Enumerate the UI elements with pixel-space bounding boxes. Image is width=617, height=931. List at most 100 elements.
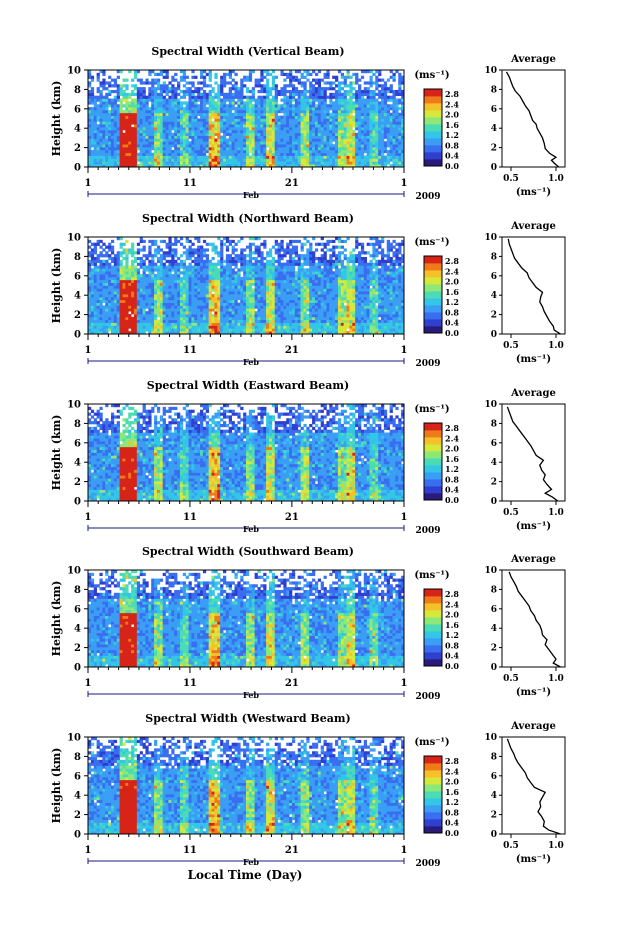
- heatmap-cell: [174, 101, 178, 105]
- heatmap-cell: [312, 112, 316, 116]
- heatmap-cell: [194, 311, 198, 315]
- heatmap-cell: [200, 87, 204, 91]
- heatmap-cell: [208, 288, 212, 292]
- heatmap-cell: [116, 268, 120, 272]
- heatmap-cell: [392, 164, 396, 168]
- heatmap-cell: [139, 314, 143, 318]
- heatmap-cell: [159, 285, 164, 289]
- heatmap-cell: [162, 265, 166, 269]
- heatmap-cell: [93, 124, 97, 128]
- heatmap-cell: [113, 316, 118, 321]
- heatmap-cell: [225, 127, 230, 131]
- heatmap-cell: [335, 144, 339, 148]
- heatmap-cell: [156, 155, 161, 159]
- heatmap-cell: [96, 147, 100, 151]
- heatmap-cell: [110, 305, 115, 309]
- heatmap-cell: [381, 129, 385, 134]
- heatmap-cell: [289, 81, 293, 85]
- heatmap-cell: [154, 302, 158, 306]
- heatmap-cell: [366, 158, 370, 162]
- heatmap-cell: [154, 161, 158, 165]
- heatmap-cell: [145, 316, 149, 321]
- heatmap-cell: [260, 70, 264, 74]
- heatmap-cell: [105, 288, 109, 292]
- heatmap-cell: [122, 305, 126, 309]
- heatmap-cell: [231, 98, 235, 102]
- heatmap-cell: [303, 118, 307, 122]
- heatmap-cell: [303, 84, 307, 88]
- heatmap-cell: [165, 254, 169, 258]
- heatmap-cell: [105, 118, 109, 122]
- heatmap-cell: [211, 245, 215, 249]
- heatmap-cell: [159, 291, 164, 295]
- heatmap-cell: [228, 305, 232, 309]
- heatmap-cell: [372, 155, 376, 159]
- heatmap-cell: [297, 138, 301, 142]
- heatmap-cell: [200, 268, 204, 272]
- heatmap-cell: [159, 127, 164, 131]
- heatmap-cell: [214, 158, 218, 162]
- heatmap-cell: [128, 299, 132, 303]
- heatmap-cell: [159, 138, 164, 142]
- heatmap-cell: [162, 147, 166, 151]
- heatmap-cell: [383, 147, 388, 151]
- heatmap-cell: [177, 325, 181, 329]
- heatmap-cell: [268, 147, 273, 151]
- heatmap-cell: [128, 251, 132, 255]
- heatmap-cell: [211, 104, 215, 108]
- heatmap-cell: [246, 118, 250, 122]
- heatmap-cell: [110, 89, 115, 94]
- heatmap-cell: [128, 112, 132, 116]
- heatmap-cell: [125, 141, 129, 145]
- heatmap-cell: [194, 319, 198, 323]
- heatmap-cell: [312, 161, 316, 165]
- heatmap-cell: [223, 112, 227, 116]
- heatmap-cell: [398, 101, 402, 105]
- heatmap-cell: [108, 288, 112, 292]
- heatmap-cell: [96, 256, 100, 261]
- heatmap-cell: [217, 101, 221, 105]
- heatmap-cell: [168, 251, 172, 255]
- heatmap-cell: [340, 149, 345, 154]
- heatmap-cell: [122, 248, 126, 252]
- heatmap-cell: [177, 262, 181, 266]
- heatmap-cell: [177, 81, 181, 85]
- heatmap-cell: [205, 302, 209, 306]
- heatmap-cell: [392, 152, 396, 156]
- heatmap-cell: [179, 101, 184, 105]
- heatmap-cell: [326, 104, 330, 108]
- heatmap-cell: [274, 95, 278, 99]
- heatmap-cell: [363, 107, 367, 111]
- heatmap-cell: [136, 325, 141, 329]
- heatmap-cell: [133, 322, 138, 326]
- heatmap-cell: [277, 129, 281, 134]
- heatmap-cell: [88, 274, 92, 278]
- heatmap-cell: [200, 147, 204, 151]
- heatmap-cell: [148, 291, 152, 295]
- heatmap-cell: [231, 299, 235, 303]
- heatmap-cell: [102, 135, 106, 139]
- heatmap-cell: [294, 78, 299, 82]
- plot-frame: [87, 69, 405, 168]
- heatmap-cell: [156, 141, 161, 145]
- heatmap-cell: [171, 262, 175, 266]
- heatmap-cell: [260, 112, 264, 116]
- heatmap-cell: [254, 152, 258, 156]
- heatmap-cell: [223, 152, 227, 156]
- heatmap-cell: [116, 107, 120, 111]
- heatmap-cell: [312, 164, 316, 168]
- heatmap-cell: [162, 291, 166, 295]
- heatmap-cell: [340, 161, 345, 165]
- heatmap-cell: [389, 149, 393, 154]
- heatmap-cell: [211, 314, 215, 318]
- heatmap-cell: [297, 155, 301, 159]
- heatmap-cell: [156, 276, 161, 281]
- heatmap-cell: [125, 308, 129, 312]
- heatmap-cell: [268, 107, 273, 111]
- heatmap-cell: [177, 276, 181, 281]
- heatmap-cell: [314, 155, 319, 159]
- heatmap-cell: [237, 282, 241, 286]
- heatmap-cell: [383, 109, 388, 114]
- heatmap-cell: [90, 279, 95, 283]
- heatmap-cell: [165, 147, 169, 151]
